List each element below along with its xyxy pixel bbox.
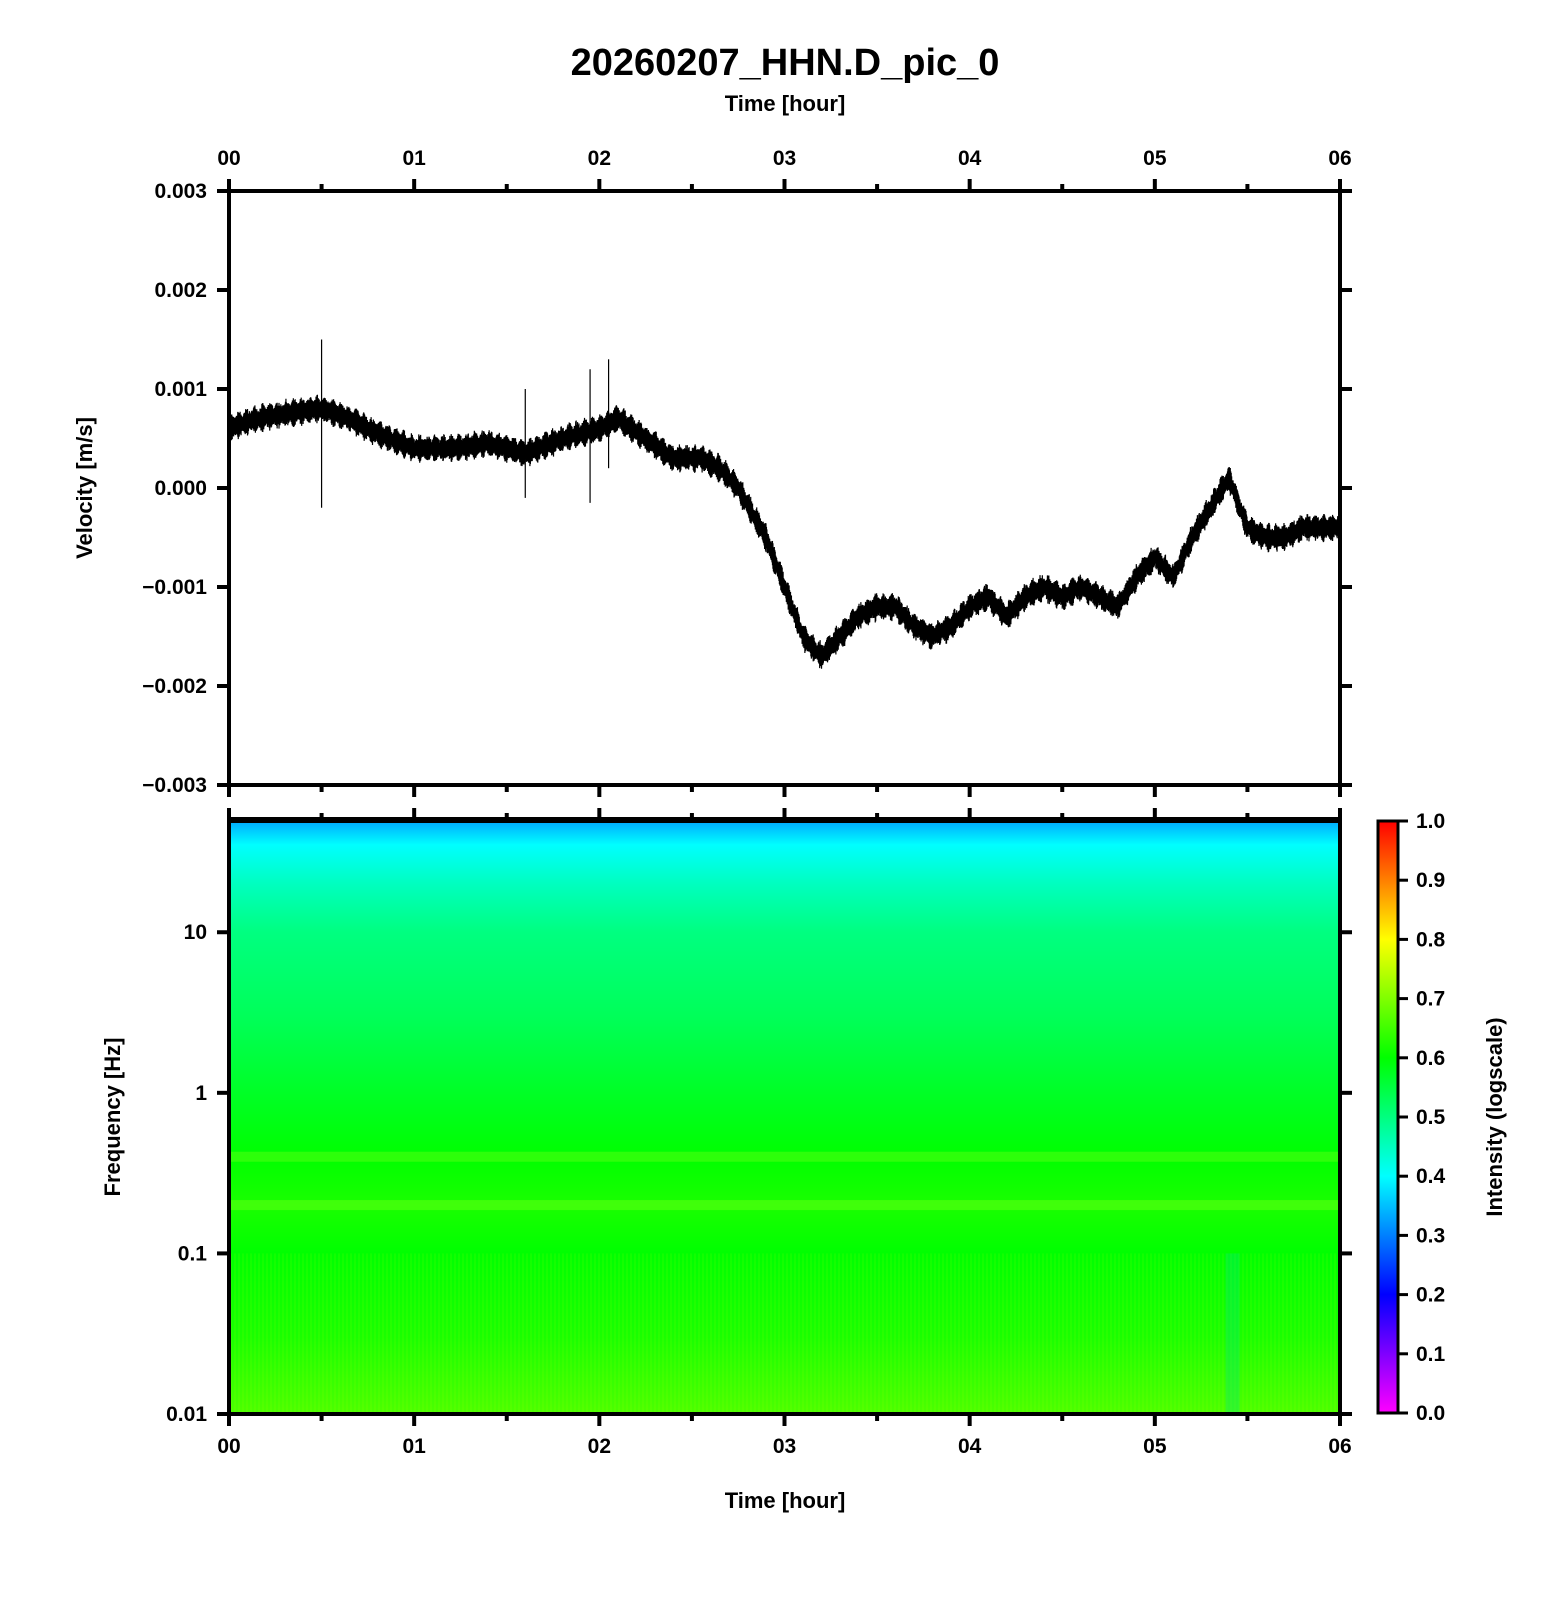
chart-title: 20260207_HHN.D_pic_0 [571,42,1000,84]
frequency-y-axis-title: Frequency [Hz] [100,1038,125,1197]
y-tick-label: 0.003 [154,180,207,203]
colorbar-tick-label: 0.7 [1416,988,1445,1011]
velocity-y-ticks: 0.003 0.002 0.001 0.000 −0.001 −0.002 −0.003 [142,180,1352,797]
spectrogram-x-ticks: 00 01 02 03 04 05 06 [217,808,1352,1458]
colorbar-tick-label: 0.5 [1416,1106,1446,1129]
spectrogram-y-ticks: 10 1 0.1 0.01 [166,921,1352,1426]
x-tick-label: 02 [588,1435,611,1458]
x-tick-label: 06 [1328,147,1351,170]
y-tick-label: −0.002 [142,675,207,698]
x-tick-label: 02 [588,147,611,170]
x-tick-label: 05 [1143,1435,1167,1458]
x-tick-label: 01 [402,1435,426,1458]
colorbar-label: Intensity (logscale) [1482,1017,1507,1216]
colorbar-tick-label: 0.4 [1416,1165,1446,1188]
colorbar-tick-label: 1.0 [1416,810,1445,833]
colorbar-tick-label: 0.9 [1416,869,1445,892]
y-tick-label: −0.001 [142,576,207,599]
spectrogram-band [231,1151,1338,1162]
colorbar: 1.0 0.9 0.8 0.7 0.6 0.5 0.4 0.3 0.2 0.1 0.0 Intens… [1376,810,1507,1425]
velocity-x-ticks: 00 01 02 03 04 05 06 [217,147,1352,797]
y-tick-label: 0.000 [154,477,207,500]
colorbar-tick-label: 0.1 [1416,1343,1446,1366]
spectrogram-gap [1225,1253,1240,1412]
x-tick-label: 03 [773,1435,796,1458]
velocity-panel: Velocity [m/s] 00 01 02 03 04 05 06 0.003 0.002… [72,147,1352,797]
colorbar-tick-label: 0.2 [1416,1284,1445,1307]
spectrogram-texture [230,1151,1338,1412]
spectrogram-panel: Frequency [Hz] Time [hour] 00 01 02 03 04 05 0… [100,808,1352,1513]
bottom-x-axis-title: Time [hour] [725,1488,846,1513]
y-tick-label: 10 [184,921,207,944]
velocity-y-axis-title: Velocity [m/s] [72,417,97,559]
spectrogram-heatmap [229,820,1340,1414]
colorbar-tick-label: 0.0 [1416,1402,1445,1425]
top-x-axis-title: Time [hour] [725,91,846,116]
colorbar-ticks: 1.0 0.9 0.8 0.7 0.6 0.5 0.4 0.3 0.2 0.1 0.0 [1398,810,1446,1425]
y-tick-label: −0.003 [142,774,207,797]
spectrogram-band [231,1200,1338,1211]
x-tick-label: 01 [402,147,426,170]
y-tick-label: 0.001 [154,378,207,401]
velocity-plot-frame [227,189,1342,787]
y-tick-label: 0.01 [166,1403,207,1426]
colorbar-tick-label: 0.8 [1416,928,1446,951]
x-tick-label: 00 [217,147,240,170]
x-tick-label: 06 [1328,1435,1351,1458]
x-tick-label: 05 [1143,147,1167,170]
velocity-trace [229,339,1340,669]
x-tick-label: 04 [958,147,982,170]
y-tick-label: 0.1 [178,1242,208,1265]
y-tick-label: 1 [195,1082,207,1105]
colorbar-gradient [1376,819,1400,1415]
x-tick-label: 04 [958,1435,982,1458]
y-tick-label: 0.002 [154,279,207,302]
colorbar-tick-label: 0.6 [1416,1047,1445,1070]
x-tick-label: 03 [773,147,796,170]
x-tick-label: 00 [217,1435,240,1458]
velocity-series-line [229,394,1340,669]
colorbar-tick-label: 0.3 [1416,1224,1445,1247]
